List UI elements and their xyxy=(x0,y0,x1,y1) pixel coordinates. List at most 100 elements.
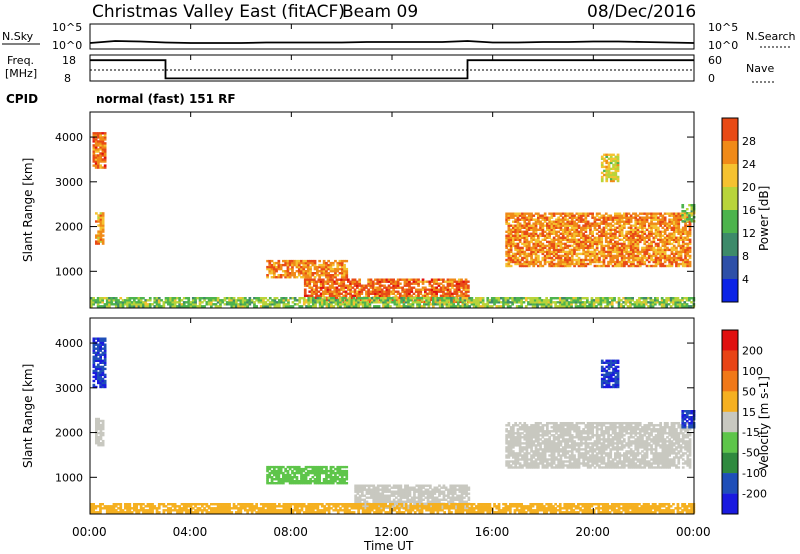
heatmap-cell xyxy=(415,500,419,503)
heatmap-cell xyxy=(433,286,436,289)
heatmap-cell xyxy=(675,228,678,231)
heatmap-cell xyxy=(273,265,276,269)
heatmap-cell xyxy=(541,250,545,254)
heatmap-cell xyxy=(95,439,98,443)
heatmap-cell xyxy=(395,492,398,495)
heatmap-cell xyxy=(97,234,100,237)
heatmap-cell xyxy=(606,303,610,306)
heatmap-cell xyxy=(212,299,215,302)
heatmap-cell xyxy=(312,303,315,306)
heatmap-cell xyxy=(404,492,407,495)
heatmap-cell xyxy=(389,305,392,308)
heatmap-cell xyxy=(638,258,642,262)
heatmap-cell xyxy=(675,246,678,250)
heatmap-cell xyxy=(539,226,542,229)
heatmap-cell xyxy=(313,272,317,275)
heatmap-cell xyxy=(629,230,633,233)
heatmap-cell xyxy=(629,264,633,268)
heatmap-cell xyxy=(629,220,633,223)
heatmap-cell xyxy=(568,228,572,231)
heatmap-cell xyxy=(286,263,290,267)
heatmap-cell xyxy=(266,478,269,481)
heatmap-cell xyxy=(614,230,617,233)
heatmap-cell xyxy=(157,303,161,306)
heatmap-cell xyxy=(559,228,563,231)
heatmap-cell xyxy=(445,305,449,308)
heatmap-cell xyxy=(316,467,319,471)
heatmap-cell xyxy=(182,305,186,308)
heatmap-cell xyxy=(97,150,100,153)
heatmap-cell xyxy=(312,305,315,308)
heatmap-cell xyxy=(543,301,546,304)
heatmap-cell xyxy=(595,305,598,308)
heatmap-cell xyxy=(460,498,464,501)
heatmap-cell xyxy=(541,246,545,250)
heatmap-cell xyxy=(557,236,560,239)
heatmap-cell xyxy=(90,505,93,508)
heatmap-cell xyxy=(543,220,547,223)
heatmap-cell xyxy=(413,500,416,503)
heatmap-cell xyxy=(223,297,227,300)
heatmap-cell xyxy=(684,264,687,268)
heatmap-cell xyxy=(394,280,398,283)
heatmap-cell xyxy=(448,282,452,285)
heatmap-cell xyxy=(568,258,572,262)
heatmap-cell xyxy=(561,238,565,241)
heatmap-cell xyxy=(599,303,603,306)
heatmap-cell xyxy=(488,301,492,304)
heatmap-cell xyxy=(367,496,371,499)
heatmap-cell xyxy=(541,224,545,227)
heatmap-cell xyxy=(112,511,116,514)
heatmap-cell xyxy=(404,301,408,304)
heatmap-cell xyxy=(94,160,98,163)
heatmap-cell xyxy=(679,216,683,219)
heatmap-cell xyxy=(410,290,414,293)
heatmap-cell xyxy=(326,288,330,291)
heatmap-cell xyxy=(527,216,531,219)
heatmap-cell xyxy=(530,240,533,244)
heatmap-cell xyxy=(300,270,303,273)
heatmap-cell xyxy=(605,165,609,169)
heatmap-cell xyxy=(627,252,631,256)
heatmap-cell xyxy=(358,284,361,287)
heatmap-cell xyxy=(601,299,605,302)
heatmap-cell xyxy=(625,256,628,260)
heatmap-cell xyxy=(410,496,414,499)
heatmap-cell xyxy=(657,232,660,235)
heatmap-cell xyxy=(291,305,295,308)
heatmap-cell xyxy=(313,259,317,263)
heatmap-cell xyxy=(647,212,651,215)
heatmap-cell xyxy=(318,471,321,475)
heatmap-cell xyxy=(334,467,337,471)
heatmap-cell xyxy=(611,242,615,246)
heatmap-cell xyxy=(566,238,570,241)
heatmap-cell xyxy=(663,236,667,239)
heatmap-cell xyxy=(316,471,319,475)
heatmap-cell xyxy=(99,220,103,223)
heatmap-cell xyxy=(564,264,567,268)
heatmap-cell xyxy=(516,238,520,241)
heatmap-cell xyxy=(453,490,457,493)
heatmap-cell xyxy=(425,299,428,302)
heatmap-cell xyxy=(306,482,310,485)
heatmap-cell xyxy=(401,294,404,297)
heatmap-cell xyxy=(537,258,540,262)
heatmap-cell xyxy=(598,260,601,264)
heatmap-cell xyxy=(322,292,325,295)
heatmap-cell xyxy=(449,486,453,489)
heatmap-cell xyxy=(606,299,610,302)
heatmap-cell xyxy=(448,284,452,287)
heatmap-cell xyxy=(386,301,390,304)
heatmap-cell xyxy=(512,230,515,233)
heatmap-cell xyxy=(575,212,579,215)
heatmap-cell xyxy=(458,490,462,493)
heatmap-cell xyxy=(237,297,240,300)
heatmap-cell xyxy=(295,467,299,471)
heatmap-cell xyxy=(381,494,385,497)
heatmap-cell xyxy=(266,299,270,302)
heatmap-cell xyxy=(432,305,435,308)
heatmap-cell xyxy=(634,218,638,221)
heatmap-cell xyxy=(282,482,285,485)
heatmap-cell xyxy=(124,503,127,506)
heatmap-cell xyxy=(533,303,537,306)
